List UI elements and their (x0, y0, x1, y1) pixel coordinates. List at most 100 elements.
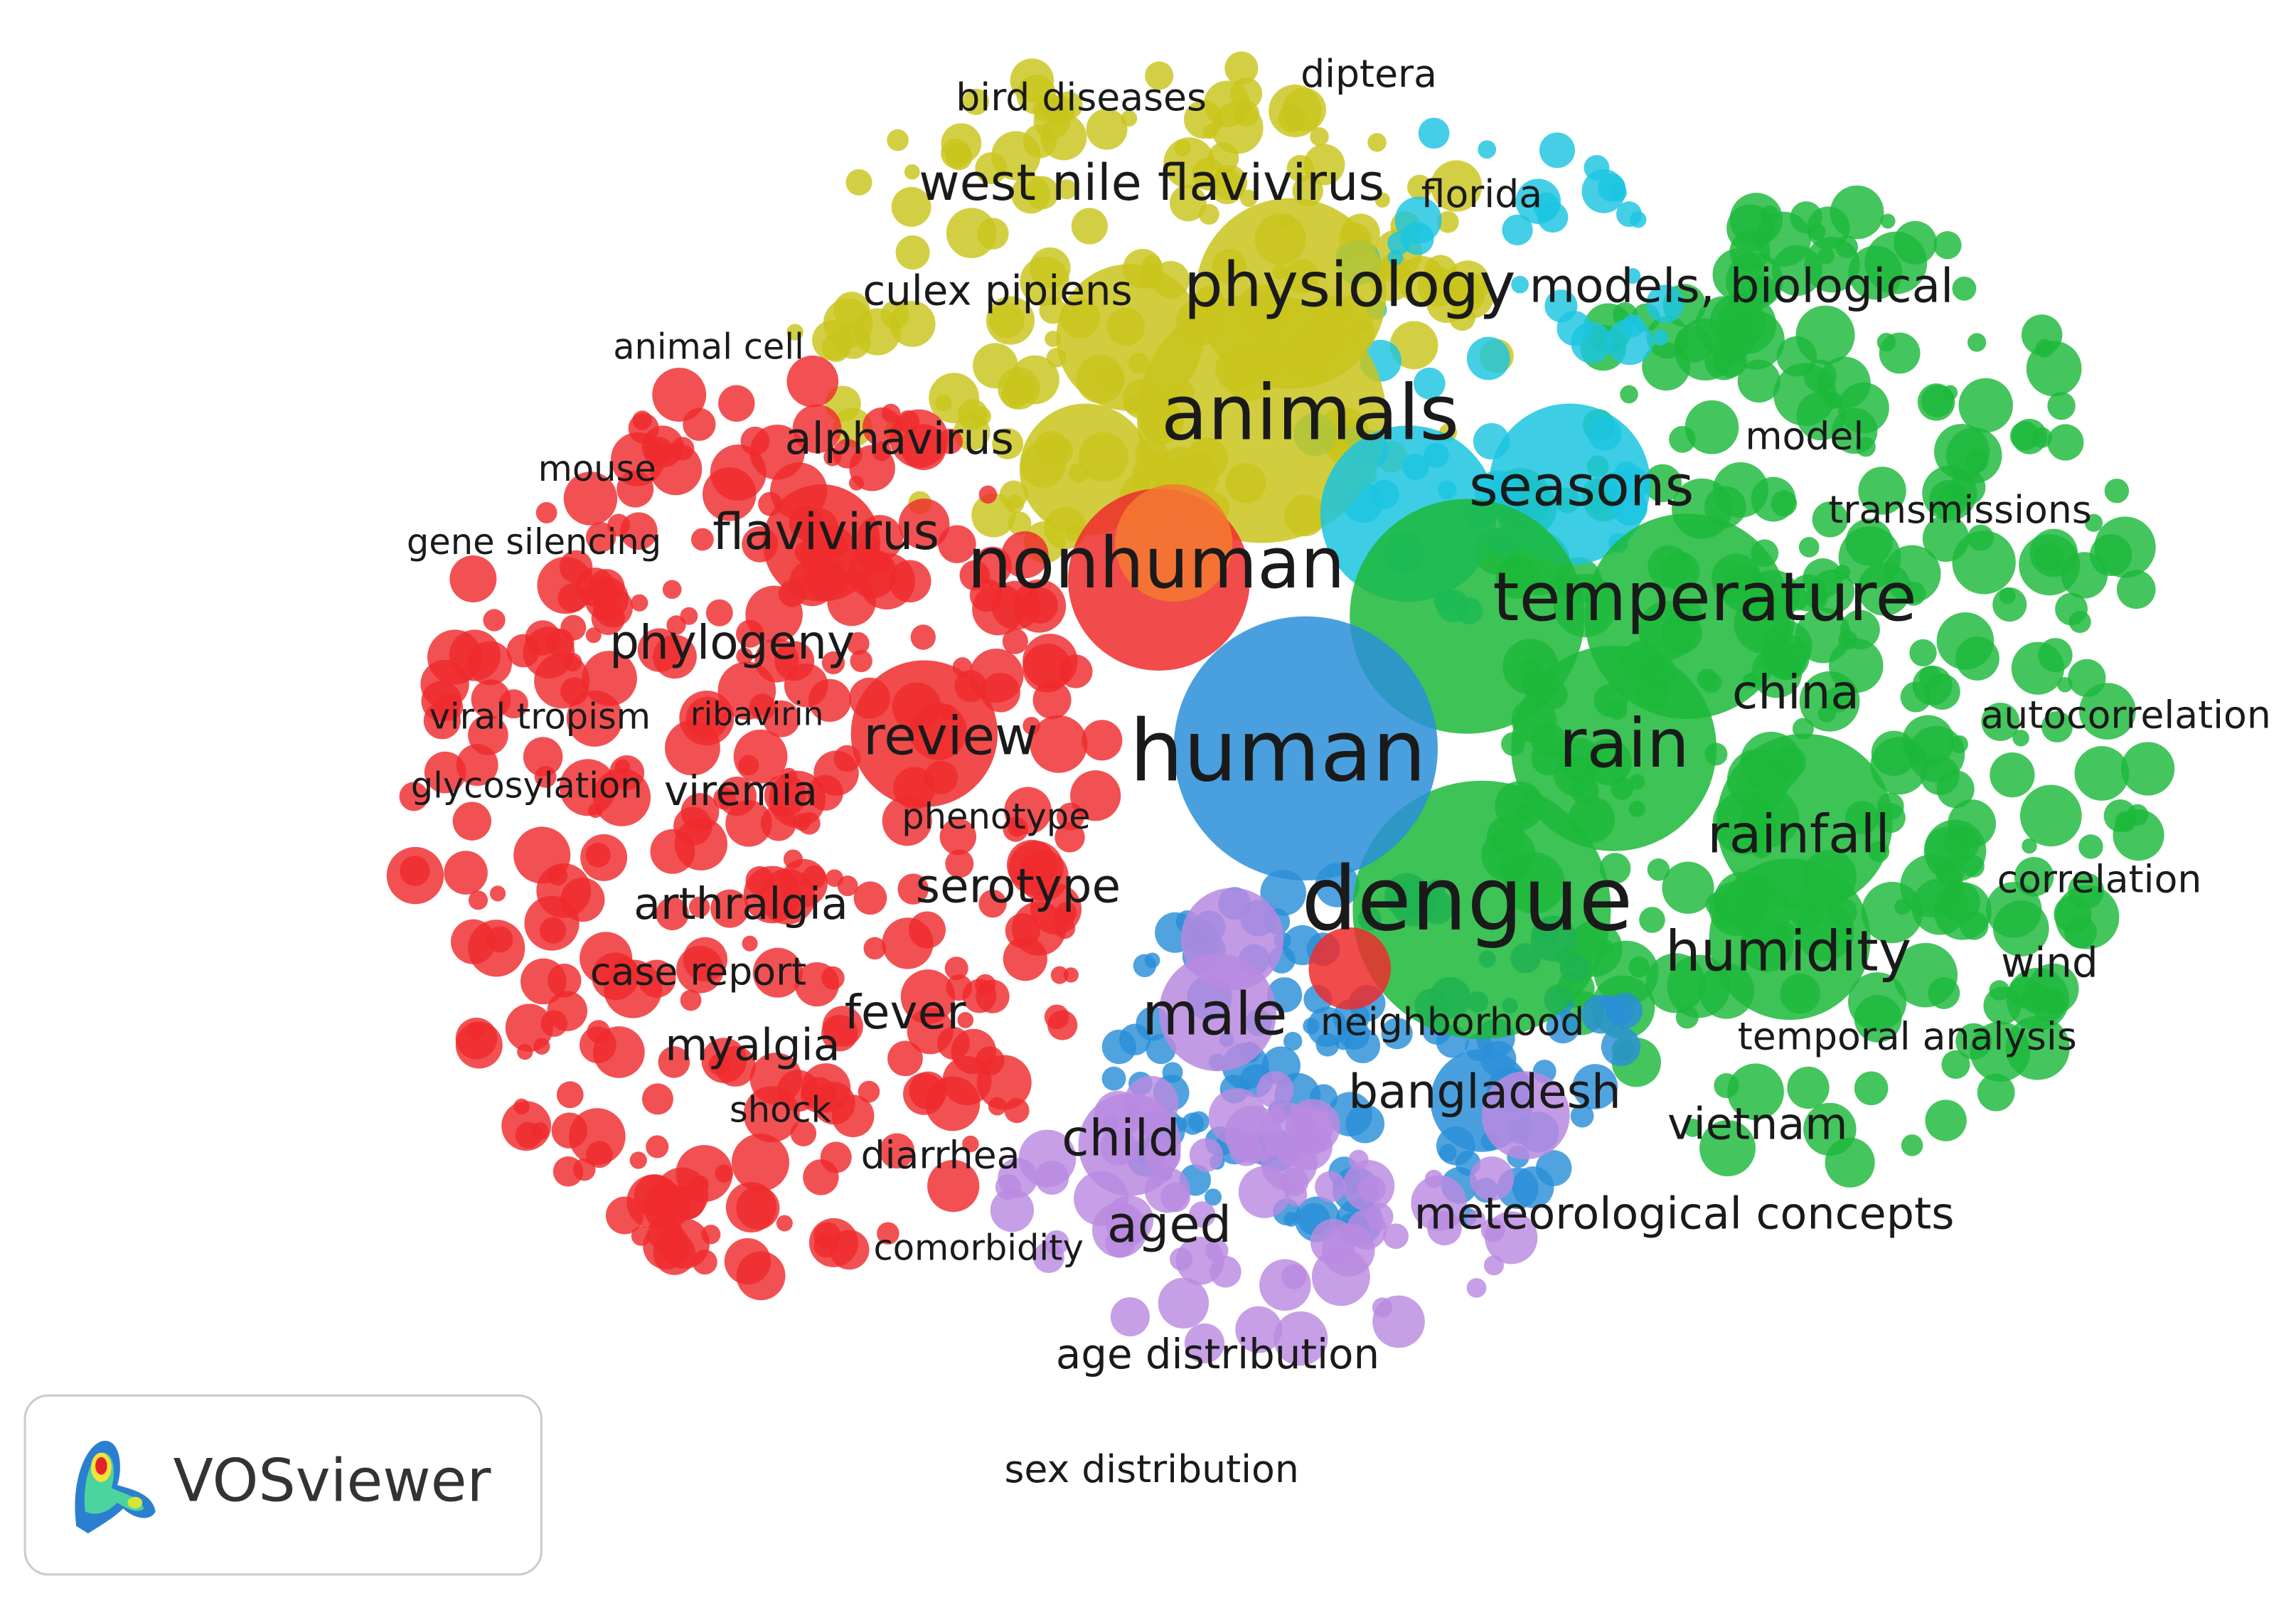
bubble (833, 292, 870, 329)
bubble (1032, 681, 1072, 720)
bubble (585, 522, 616, 553)
bubble (2028, 963, 2079, 1015)
bubble (641, 1083, 673, 1115)
bubble (1630, 211, 1647, 228)
bubble (945, 143, 973, 171)
bubble (1158, 1277, 1210, 1329)
bubble (1282, 87, 1326, 132)
bubble (400, 856, 430, 886)
bubble (557, 583, 587, 613)
node-label: male (1142, 980, 1288, 1048)
bubble (763, 700, 800, 737)
bubble (420, 659, 469, 709)
bubble (1184, 1323, 1225, 1363)
bubble (536, 863, 592, 918)
bubble (1054, 822, 1085, 853)
bubble (690, 528, 714, 551)
bubble (1993, 900, 2049, 957)
bubble (1795, 305, 1855, 365)
bubble (1260, 870, 1307, 916)
bubble (1967, 524, 1994, 551)
bubble (692, 1250, 717, 1275)
bubble (1480, 1218, 1505, 1242)
bubble (1198, 203, 1219, 225)
bubble (1893, 220, 1938, 265)
bubble (1170, 184, 1207, 222)
bubble (1714, 1072, 1739, 1099)
bubble (702, 467, 757, 521)
bubble (666, 615, 686, 635)
bubble (718, 385, 755, 422)
bubble (1854, 1071, 1889, 1106)
bubble (891, 186, 931, 227)
bubble (1224, 51, 1259, 85)
bubble (879, 1133, 915, 1169)
bubble (1001, 531, 1049, 579)
bubble (1599, 853, 1631, 884)
bubble (1880, 213, 1896, 229)
bubble (423, 702, 461, 740)
bubble (1922, 515, 1970, 563)
bubble (1002, 628, 1028, 654)
bubble (904, 164, 920, 180)
bubble (1848, 245, 1903, 300)
bubble (1261, 1134, 1318, 1191)
bubble (560, 677, 589, 705)
bubble (800, 1077, 837, 1113)
bubble (1018, 850, 1069, 902)
bubble (1180, 888, 1284, 991)
bubble (1683, 1118, 1702, 1137)
node-label: ribavirin (690, 695, 823, 733)
bubble (646, 1135, 669, 1159)
bubble (2068, 873, 2105, 910)
bubble (643, 1223, 690, 1270)
bubble (1967, 333, 1987, 352)
node-label: humidity (1665, 920, 1911, 984)
bubble (1803, 1102, 1857, 1156)
bubble (489, 885, 506, 902)
bubble (1259, 1259, 1311, 1311)
bubble (877, 1222, 899, 1245)
bubble (1230, 78, 1263, 110)
bubble (1003, 936, 1048, 981)
bubble (858, 1080, 880, 1103)
bubble (631, 594, 648, 612)
bubble (1466, 1210, 1485, 1229)
logo-icon (75, 1440, 156, 1534)
bubble (988, 1097, 1007, 1116)
node-label: rain (1559, 705, 1689, 783)
bubble (1925, 1099, 1967, 1141)
bubble (1310, 127, 1329, 147)
bubble (605, 1196, 644, 1235)
bubble (1110, 1297, 1150, 1337)
bubble (676, 1144, 733, 1203)
bubble (776, 1215, 793, 1232)
bubble (1427, 1210, 1462, 1246)
bubble (1315, 1171, 1346, 1203)
node-label: sex distribution (1004, 1447, 1298, 1491)
bubble (559, 759, 616, 816)
bubble (680, 989, 702, 1011)
bubble (717, 661, 776, 720)
bubble (1054, 917, 1076, 939)
node-label: comorbidity (873, 1227, 1083, 1268)
bubble (2057, 676, 2073, 693)
bubble (1303, 144, 1345, 186)
bubble (585, 627, 602, 644)
bubble (1163, 137, 1215, 189)
node-label: flavivirus (712, 503, 939, 561)
bubble (1645, 953, 1706, 1013)
bubble (1502, 214, 1533, 246)
bubble (1901, 1134, 1923, 1156)
bubble (2045, 989, 2064, 1008)
node-label: aged (1107, 1195, 1232, 1254)
bubble (975, 152, 1008, 185)
logo: VOSviewer (23, 1394, 543, 1576)
bubble (1940, 882, 1980, 923)
bubble (1091, 1202, 1148, 1258)
node-label: correlation (1997, 857, 2202, 902)
bubble (1546, 1009, 1580, 1044)
bubble (1646, 284, 1684, 323)
bubble (1981, 702, 2020, 741)
bubble (556, 1081, 584, 1109)
